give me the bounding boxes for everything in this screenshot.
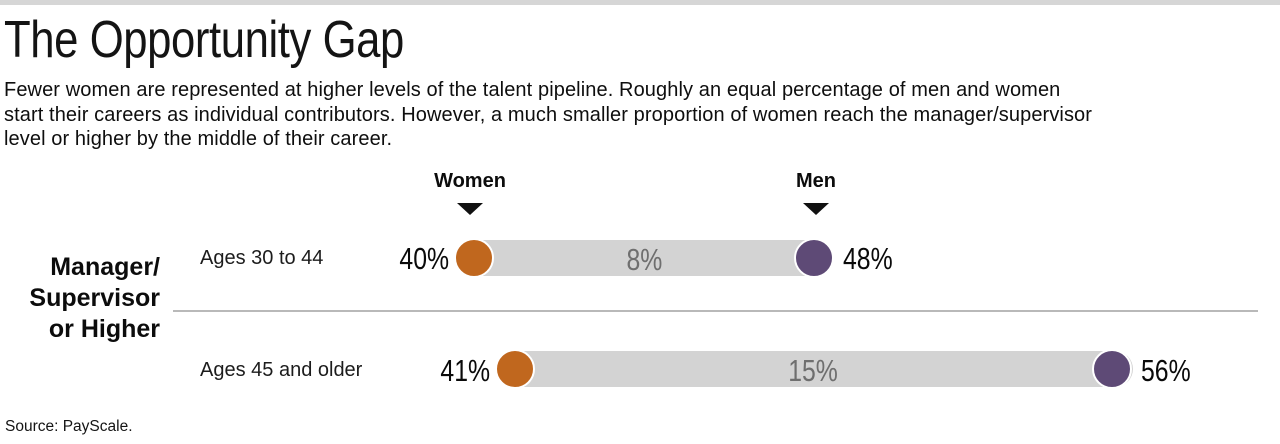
gap-bar: [496, 351, 1133, 387]
women-value-label: 41%: [440, 353, 490, 388]
women-data-point: [495, 349, 535, 389]
men-data-point: [1092, 349, 1132, 389]
gap-value-label: 15%: [788, 353, 838, 388]
women-value-label: 40%: [399, 241, 449, 276]
row-category-label: Ages 30 to 44: [200, 247, 324, 269]
gap-value-label: 8%: [626, 242, 662, 277]
men-value-label: 56%: [1141, 353, 1191, 388]
description-line: level or higher by the middle of their c…: [4, 128, 393, 150]
group-label: Manager/ Supervisor or Higher: [29, 253, 160, 343]
legend-women-label: Women: [434, 170, 506, 192]
source-credit: Source: PayScale.: [5, 418, 133, 435]
women-data-point: [454, 238, 494, 278]
description-line: Fewer women are represented at higher le…: [4, 79, 1061, 101]
men-data-point: [794, 238, 834, 278]
row-divider: [173, 310, 1258, 312]
gap-bar: [455, 240, 833, 276]
legend-men-label: Men: [796, 170, 836, 192]
triangle-down-icon: [803, 203, 829, 215]
triangle-down-icon: [457, 203, 483, 215]
description-line: start their careers as individual contri…: [4, 103, 1093, 126]
page-title: The Opportunity Gap: [4, 11, 404, 69]
top-accent-bar: [0, 0, 1280, 5]
men-value-label: 48%: [843, 241, 893, 276]
row-category-label: Ages 45 and older: [200, 359, 363, 381]
chart-description: Fewer women are represented at higher le…: [4, 78, 1092, 152]
